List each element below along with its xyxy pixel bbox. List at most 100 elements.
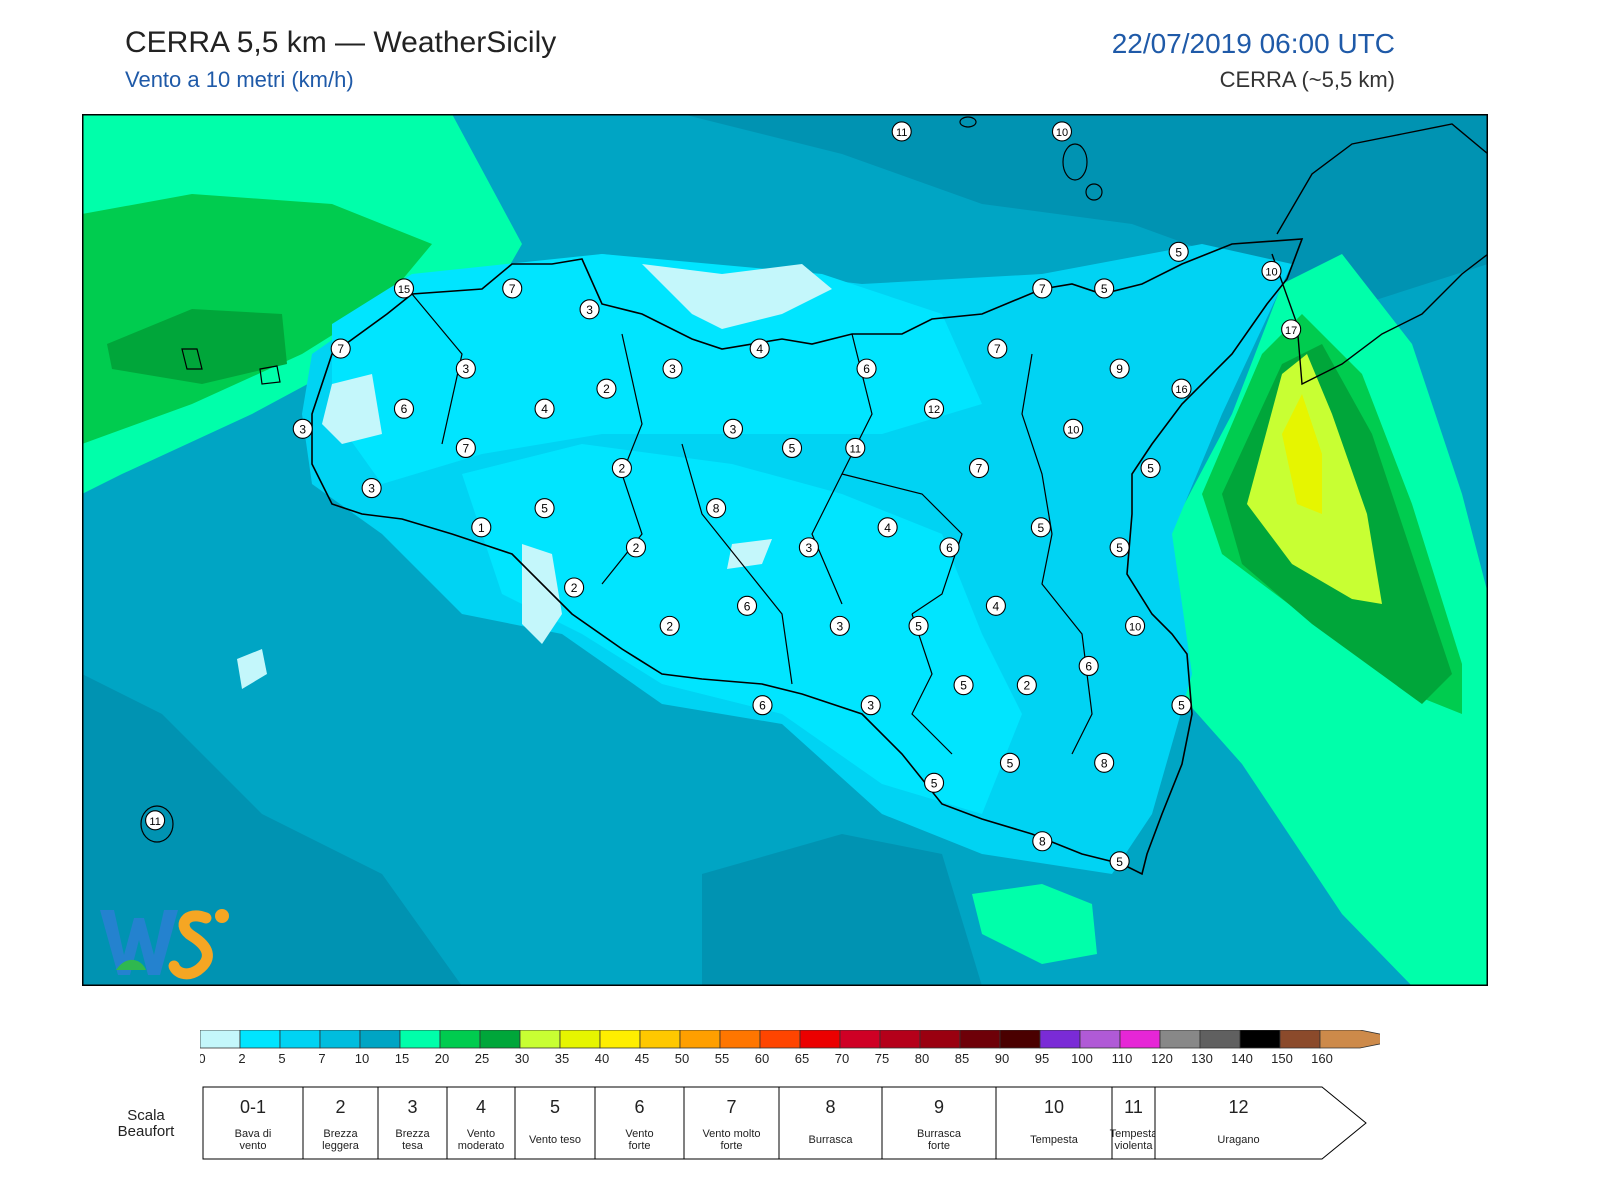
station-value: 5 bbox=[1175, 245, 1182, 259]
aeolian-island bbox=[959, 116, 977, 128]
page-title: CERRA 5,5 km — WeatherSicily bbox=[125, 26, 557, 59]
colorbar-arrow bbox=[1319, 1030, 1380, 1049]
beaufort-cell: 9 Burrasca forte bbox=[881, 1086, 997, 1160]
colorbar-swatch bbox=[759, 1030, 801, 1049]
station-value: 3 bbox=[867, 699, 874, 713]
colorbar-tick: 45 bbox=[635, 1051, 649, 1066]
station-label: 3 bbox=[662, 358, 683, 379]
station-label: 12 bbox=[923, 398, 945, 419]
station-label: 3 bbox=[455, 358, 476, 379]
station-value: 3 bbox=[586, 303, 593, 317]
station-value: 15 bbox=[398, 284, 410, 296]
station-value: 5 bbox=[1178, 699, 1185, 713]
calm-zone bbox=[727, 539, 772, 569]
station-value: 7 bbox=[1039, 282, 1046, 296]
beaufort-label: Vento forte bbox=[625, 1128, 653, 1152]
beaufort-number: 2 bbox=[335, 1097, 345, 1117]
station-label: 9 bbox=[1109, 358, 1130, 379]
colorbar-swatch bbox=[519, 1030, 561, 1049]
colorbar-swatch bbox=[719, 1030, 761, 1049]
weathersicily-logo bbox=[96, 900, 256, 995]
station-value: 7 bbox=[994, 342, 1001, 356]
station-label: 4 bbox=[877, 517, 898, 538]
station-value: 3 bbox=[299, 422, 306, 436]
colorbar-swatch bbox=[559, 1030, 601, 1049]
station-label: 3 bbox=[292, 418, 313, 439]
calm-zone bbox=[522, 544, 562, 644]
colorbar-tick: 20 bbox=[435, 1051, 449, 1066]
colorbar-tick: 25 bbox=[475, 1051, 489, 1066]
station-value: 5 bbox=[960, 679, 967, 693]
page-subtitle: Vento a 10 metri (km/h) bbox=[125, 67, 354, 92]
beaufort-cell: 7 Vento molto forte bbox=[683, 1086, 780, 1160]
wind-speed-colorbar: 0 2 5 7 10 15 20 25 30 35 40 45 50 55 60 65 70 75 80 85 90 95… bbox=[200, 1030, 1380, 1066]
colorbar-tick: 150 bbox=[1271, 1051, 1293, 1066]
station-label: 2 bbox=[659, 615, 680, 636]
station-value: 6 bbox=[946, 541, 953, 555]
colorbar-tick: 40 bbox=[595, 1051, 609, 1066]
province-border bbox=[411, 293, 463, 445]
province-border bbox=[1021, 353, 1053, 535]
beaufort-cell: 3 Brezza tesa bbox=[377, 1086, 448, 1160]
station-label: 7 bbox=[502, 278, 523, 299]
beaufort-number: 11 bbox=[1124, 1097, 1143, 1117]
colorbar-swatch bbox=[239, 1030, 281, 1049]
station-value: 5 bbox=[789, 441, 796, 455]
station-label: 2 bbox=[625, 537, 647, 558]
station-label: 2 bbox=[596, 378, 617, 399]
beaufort-cell: 12 Uragano bbox=[1154, 1086, 1367, 1160]
egadi-island bbox=[259, 365, 281, 385]
model-label: CERRA (~5,5 km) bbox=[1219, 67, 1395, 92]
station-value: 2 bbox=[619, 462, 626, 476]
station-value: 5 bbox=[1101, 282, 1108, 296]
station-value: 11 bbox=[896, 127, 907, 139]
station-label: 5 bbox=[908, 615, 929, 636]
beaufort-number: 9 bbox=[934, 1097, 944, 1117]
station-label: 8 bbox=[1094, 752, 1115, 773]
colorbar-swatch bbox=[1119, 1030, 1161, 1049]
colorbar-tick: 55 bbox=[715, 1051, 729, 1066]
station-value: 9 bbox=[1116, 362, 1123, 376]
station-value: 10 bbox=[1265, 266, 1277, 278]
colorbar-tick: 2 bbox=[238, 1051, 245, 1066]
station-label: 5 bbox=[953, 675, 974, 696]
station-label: 7 bbox=[968, 457, 990, 479]
beaufort-label: Vento moderato bbox=[458, 1128, 504, 1152]
station-label: 6 bbox=[736, 595, 758, 616]
wind-zone-35-40 bbox=[1282, 394, 1322, 514]
station-value: 5 bbox=[1116, 541, 1123, 555]
beaufort-label: Burrasca forte bbox=[917, 1128, 962, 1152]
colorbar-tick: 30 bbox=[515, 1051, 529, 1066]
colorbar-tick: 110 bbox=[1112, 1051, 1133, 1066]
station-label: 10 bbox=[1125, 615, 1146, 636]
map-frame bbox=[82, 114, 1488, 986]
beaufort-number: 12 bbox=[1228, 1097, 1248, 1117]
station-value: 3 bbox=[730, 422, 737, 436]
colorbar-tick: 15 bbox=[395, 1051, 409, 1066]
aeolian-island bbox=[1085, 183, 1103, 201]
beaufort-label: Tempesta bbox=[1030, 1134, 1079, 1146]
station-value: 6 bbox=[863, 362, 870, 376]
colorbar-swatch bbox=[879, 1030, 921, 1049]
colorbar-tick: 140 bbox=[1231, 1051, 1253, 1066]
station-value: 6 bbox=[759, 699, 766, 713]
beaufort-cell: 11 Tempesta violenta bbox=[1110, 1086, 1158, 1160]
station-label: 6 bbox=[856, 358, 877, 379]
beaufort-number: 10 bbox=[1044, 1097, 1064, 1117]
colorbar-tick: 35 bbox=[555, 1051, 569, 1066]
station-label: 5 bbox=[781, 437, 803, 459]
station-label: 5 bbox=[1171, 695, 1192, 716]
colorbar-swatch bbox=[1079, 1030, 1121, 1049]
colorbar-swatch bbox=[959, 1030, 1001, 1049]
calm-zone bbox=[322, 374, 382, 444]
station-label: 11 bbox=[145, 810, 166, 831]
beaufort-cell: 10 Tempesta bbox=[995, 1086, 1113, 1160]
colorbar-swatch bbox=[919, 1030, 961, 1049]
station-label: 7 bbox=[330, 338, 351, 359]
station-value: 11 bbox=[850, 443, 861, 455]
colorbar-swatch bbox=[279, 1030, 321, 1049]
colorbar-swatch bbox=[359, 1030, 401, 1049]
station-label: 6 bbox=[393, 398, 415, 419]
